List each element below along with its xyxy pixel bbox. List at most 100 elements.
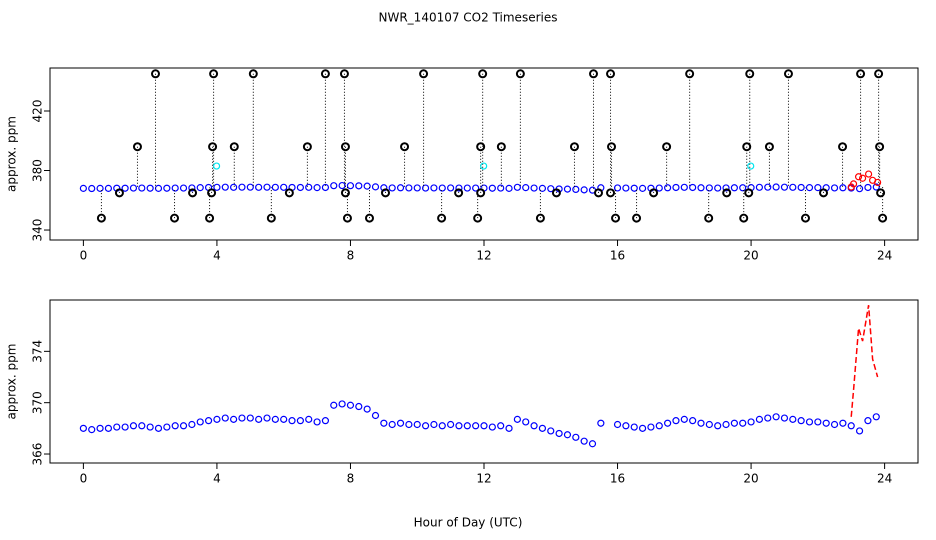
data-point xyxy=(805,184,814,192)
data-point xyxy=(622,184,630,192)
data-point xyxy=(188,188,198,198)
data-point xyxy=(764,142,774,152)
data-point xyxy=(563,185,572,193)
data-point xyxy=(476,188,486,198)
y-tick-label: 420 xyxy=(31,100,45,123)
data-point xyxy=(321,183,330,192)
data-point xyxy=(613,420,622,429)
data-point xyxy=(606,69,616,79)
data-point xyxy=(530,422,538,430)
data-point xyxy=(96,184,104,192)
data-point xyxy=(606,188,616,198)
data-point xyxy=(689,417,697,425)
data-point xyxy=(874,69,884,79)
data-point xyxy=(405,184,413,192)
data-point xyxy=(664,419,672,427)
data-point xyxy=(638,424,647,432)
data-point xyxy=(780,183,789,191)
data-point xyxy=(680,415,688,423)
data-point xyxy=(655,422,663,430)
data-point xyxy=(246,183,254,191)
data-point xyxy=(855,427,864,435)
data-point xyxy=(822,419,830,427)
data-point xyxy=(855,185,864,193)
data-point xyxy=(280,183,288,191)
data-point xyxy=(280,415,288,423)
data-point xyxy=(238,414,246,422)
data-point xyxy=(455,422,463,430)
data-point xyxy=(302,142,312,152)
y-tick-label: 366 xyxy=(31,443,45,466)
data-point xyxy=(830,420,839,429)
data-point xyxy=(380,419,388,427)
data-point xyxy=(697,184,705,192)
data-point xyxy=(79,424,87,432)
data-point xyxy=(672,183,680,192)
data-point xyxy=(742,142,752,152)
x-tick-label: 8 xyxy=(347,472,355,486)
data-point xyxy=(594,188,604,198)
data-point xyxy=(611,213,621,223)
data-point xyxy=(662,142,672,152)
data-point xyxy=(454,188,464,198)
data-point xyxy=(747,418,755,426)
x-tick-label: 24 xyxy=(877,472,892,486)
data-point xyxy=(230,183,238,191)
data-point xyxy=(814,184,822,192)
x-tick-label: 16 xyxy=(610,472,625,486)
data-point xyxy=(800,213,810,223)
data-point xyxy=(505,184,513,192)
data-point xyxy=(872,413,880,421)
data-point xyxy=(288,417,296,425)
data-point xyxy=(196,418,204,426)
data-point xyxy=(438,184,446,192)
chart-title: NWR_140107 CO2 Timeseries xyxy=(379,11,558,25)
x-axis-label: Hour of Day (UTC) xyxy=(414,516,523,530)
data-point xyxy=(856,69,866,79)
data-point xyxy=(847,422,855,430)
data-point xyxy=(207,188,217,198)
data-point xyxy=(497,422,505,430)
data-point xyxy=(355,402,363,411)
data-point xyxy=(655,184,663,192)
data-point xyxy=(96,213,106,223)
data-point xyxy=(146,423,154,431)
data-point xyxy=(547,427,555,435)
data-point xyxy=(346,182,355,190)
data-point xyxy=(569,142,579,152)
data-point xyxy=(839,184,847,192)
data-point xyxy=(664,184,672,192)
data-point xyxy=(875,142,885,152)
data-point xyxy=(745,69,755,79)
data-point xyxy=(714,422,722,430)
data-point xyxy=(263,414,271,422)
data-point xyxy=(121,423,129,431)
data-point xyxy=(472,184,480,192)
data-point xyxy=(363,405,371,413)
data-line xyxy=(850,305,879,417)
data-point xyxy=(714,184,722,192)
data-point xyxy=(588,440,597,448)
data-point xyxy=(455,184,463,192)
data-point xyxy=(320,69,330,79)
data-point xyxy=(146,184,154,192)
data-point xyxy=(513,415,521,423)
data-point xyxy=(381,188,391,198)
data-point xyxy=(622,422,630,430)
data-point xyxy=(221,183,229,191)
data-point xyxy=(830,184,839,192)
data-point xyxy=(296,183,304,192)
data-point xyxy=(213,183,221,191)
data-point xyxy=(783,69,793,79)
data-point xyxy=(313,184,321,192)
x-tick-label: 8 xyxy=(347,249,355,263)
data-point xyxy=(338,181,346,190)
data-point xyxy=(204,417,213,425)
data-point xyxy=(313,418,321,426)
data-point xyxy=(305,415,313,423)
data-point xyxy=(876,188,886,198)
data-point xyxy=(597,419,605,427)
data-point xyxy=(522,184,530,192)
data-point xyxy=(212,162,221,170)
data-point xyxy=(555,429,563,438)
